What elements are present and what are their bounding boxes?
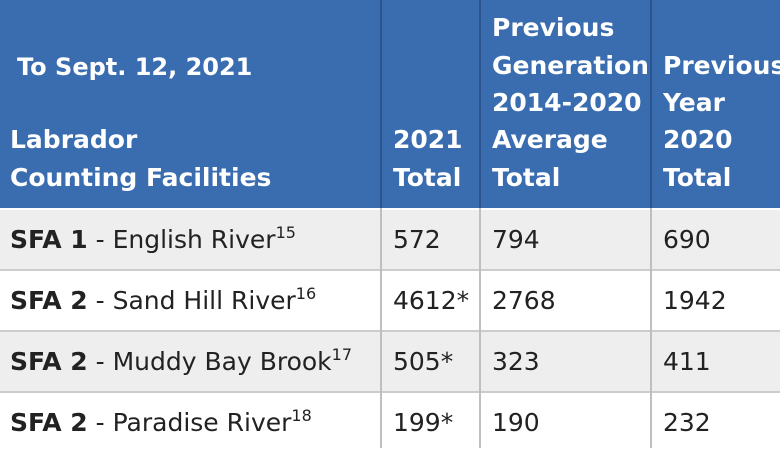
header-prev-year-line-3: 2020 [663,125,733,154]
table-row: SFA 2 - Sand Hill River16 4612* 2768 194… [0,271,780,330]
header-prev-gen-line-4: Average [492,125,608,154]
table-row: SFA 2 - Paradise River18 199* 190 232 [0,393,780,452]
row-separator [0,391,780,393]
header-2021-line-1: 2021 [393,125,463,154]
river-name: - Sand Hill River [87,286,296,315]
total-2021-cell: 199* [393,408,454,437]
header-prev-gen-line-3: 2014-2020 [492,88,642,117]
table-row: SFA 2 - Muddy Bay Brook17 505* 323 411 [0,332,780,391]
total-2021-cell: 4612* [393,286,470,315]
prev-gen-avg-cell: 2768 [492,286,556,315]
column-divider [479,208,481,448]
header-prev-gen-cell: Previous Generation 2014-2020 Average To… [492,0,650,208]
facility-cell: SFA 1 - English River15 [10,210,296,269]
facility-cell: SFA 2 - Sand Hill River16 [10,271,316,330]
prev-year-cell: 232 [663,408,711,437]
header-prev-gen-line-2: Generation [492,51,649,80]
sfa-label: SFA 2 [10,408,88,437]
prev-year-cell: 690 [663,225,711,254]
prev-gen-avg-cell: 190 [492,408,540,437]
footnote-ref: 18 [291,406,312,425]
sfa-label: SFA 2 [10,347,88,376]
river-name: - Paradise River [87,408,292,437]
footnote-ref: 17 [331,345,353,364]
footnote-ref: 16 [295,284,317,303]
header-facility-cell: To Sept. 12, 2021 Labrador Counting Faci… [10,0,370,208]
sfa-label: SFA 2 [10,286,88,315]
header-2021-total-cell: 2021 Total [393,0,478,208]
prev-gen-avg-cell: 794 [492,225,540,254]
river-name: - Muddy Bay Brook [87,347,332,376]
prev-year-cell: 411 [663,347,711,376]
sfa-label: SFA 1 [10,225,88,254]
header-prev-year-line-2: Year [663,88,725,117]
column-divider [380,208,382,448]
header-prev-year-line-1: Previous [663,51,780,80]
table-header: To Sept. 12, 2021 Labrador Counting Faci… [0,0,780,208]
header-prev-year-line-4: Total [663,163,732,192]
header-2021-line-2: Total [393,163,462,192]
header-divider [380,0,382,208]
table-row: SFA 1 - English River15 572 794 690 [0,210,780,269]
footnote-ref: 15 [275,223,296,242]
header-divider [650,0,652,208]
prev-year-cell: 1942 [663,286,727,315]
river-name: - English River [87,225,276,254]
total-2021-cell: 572 [393,225,441,254]
row-separator [0,269,780,271]
header-prev-gen-line-5: Total [492,163,561,192]
prev-gen-avg-cell: 323 [492,347,540,376]
header-prev-gen-line-1: Previous [492,13,615,42]
header-facility-line-2: Counting Facilities [10,163,272,192]
total-2021-cell: 505* [393,347,454,376]
header-date-note: To Sept. 12, 2021 [17,53,253,81]
row-separator [0,330,780,332]
header-prev-year-cell: Previous Year 2020 Total [663,0,780,208]
header-divider [479,0,481,208]
facility-cell: SFA 2 - Muddy Bay Brook17 [10,332,352,391]
header-facility-line-1: Labrador [10,125,138,154]
column-divider [650,208,652,448]
facility-cell: SFA 2 - Paradise River18 [10,393,312,452]
